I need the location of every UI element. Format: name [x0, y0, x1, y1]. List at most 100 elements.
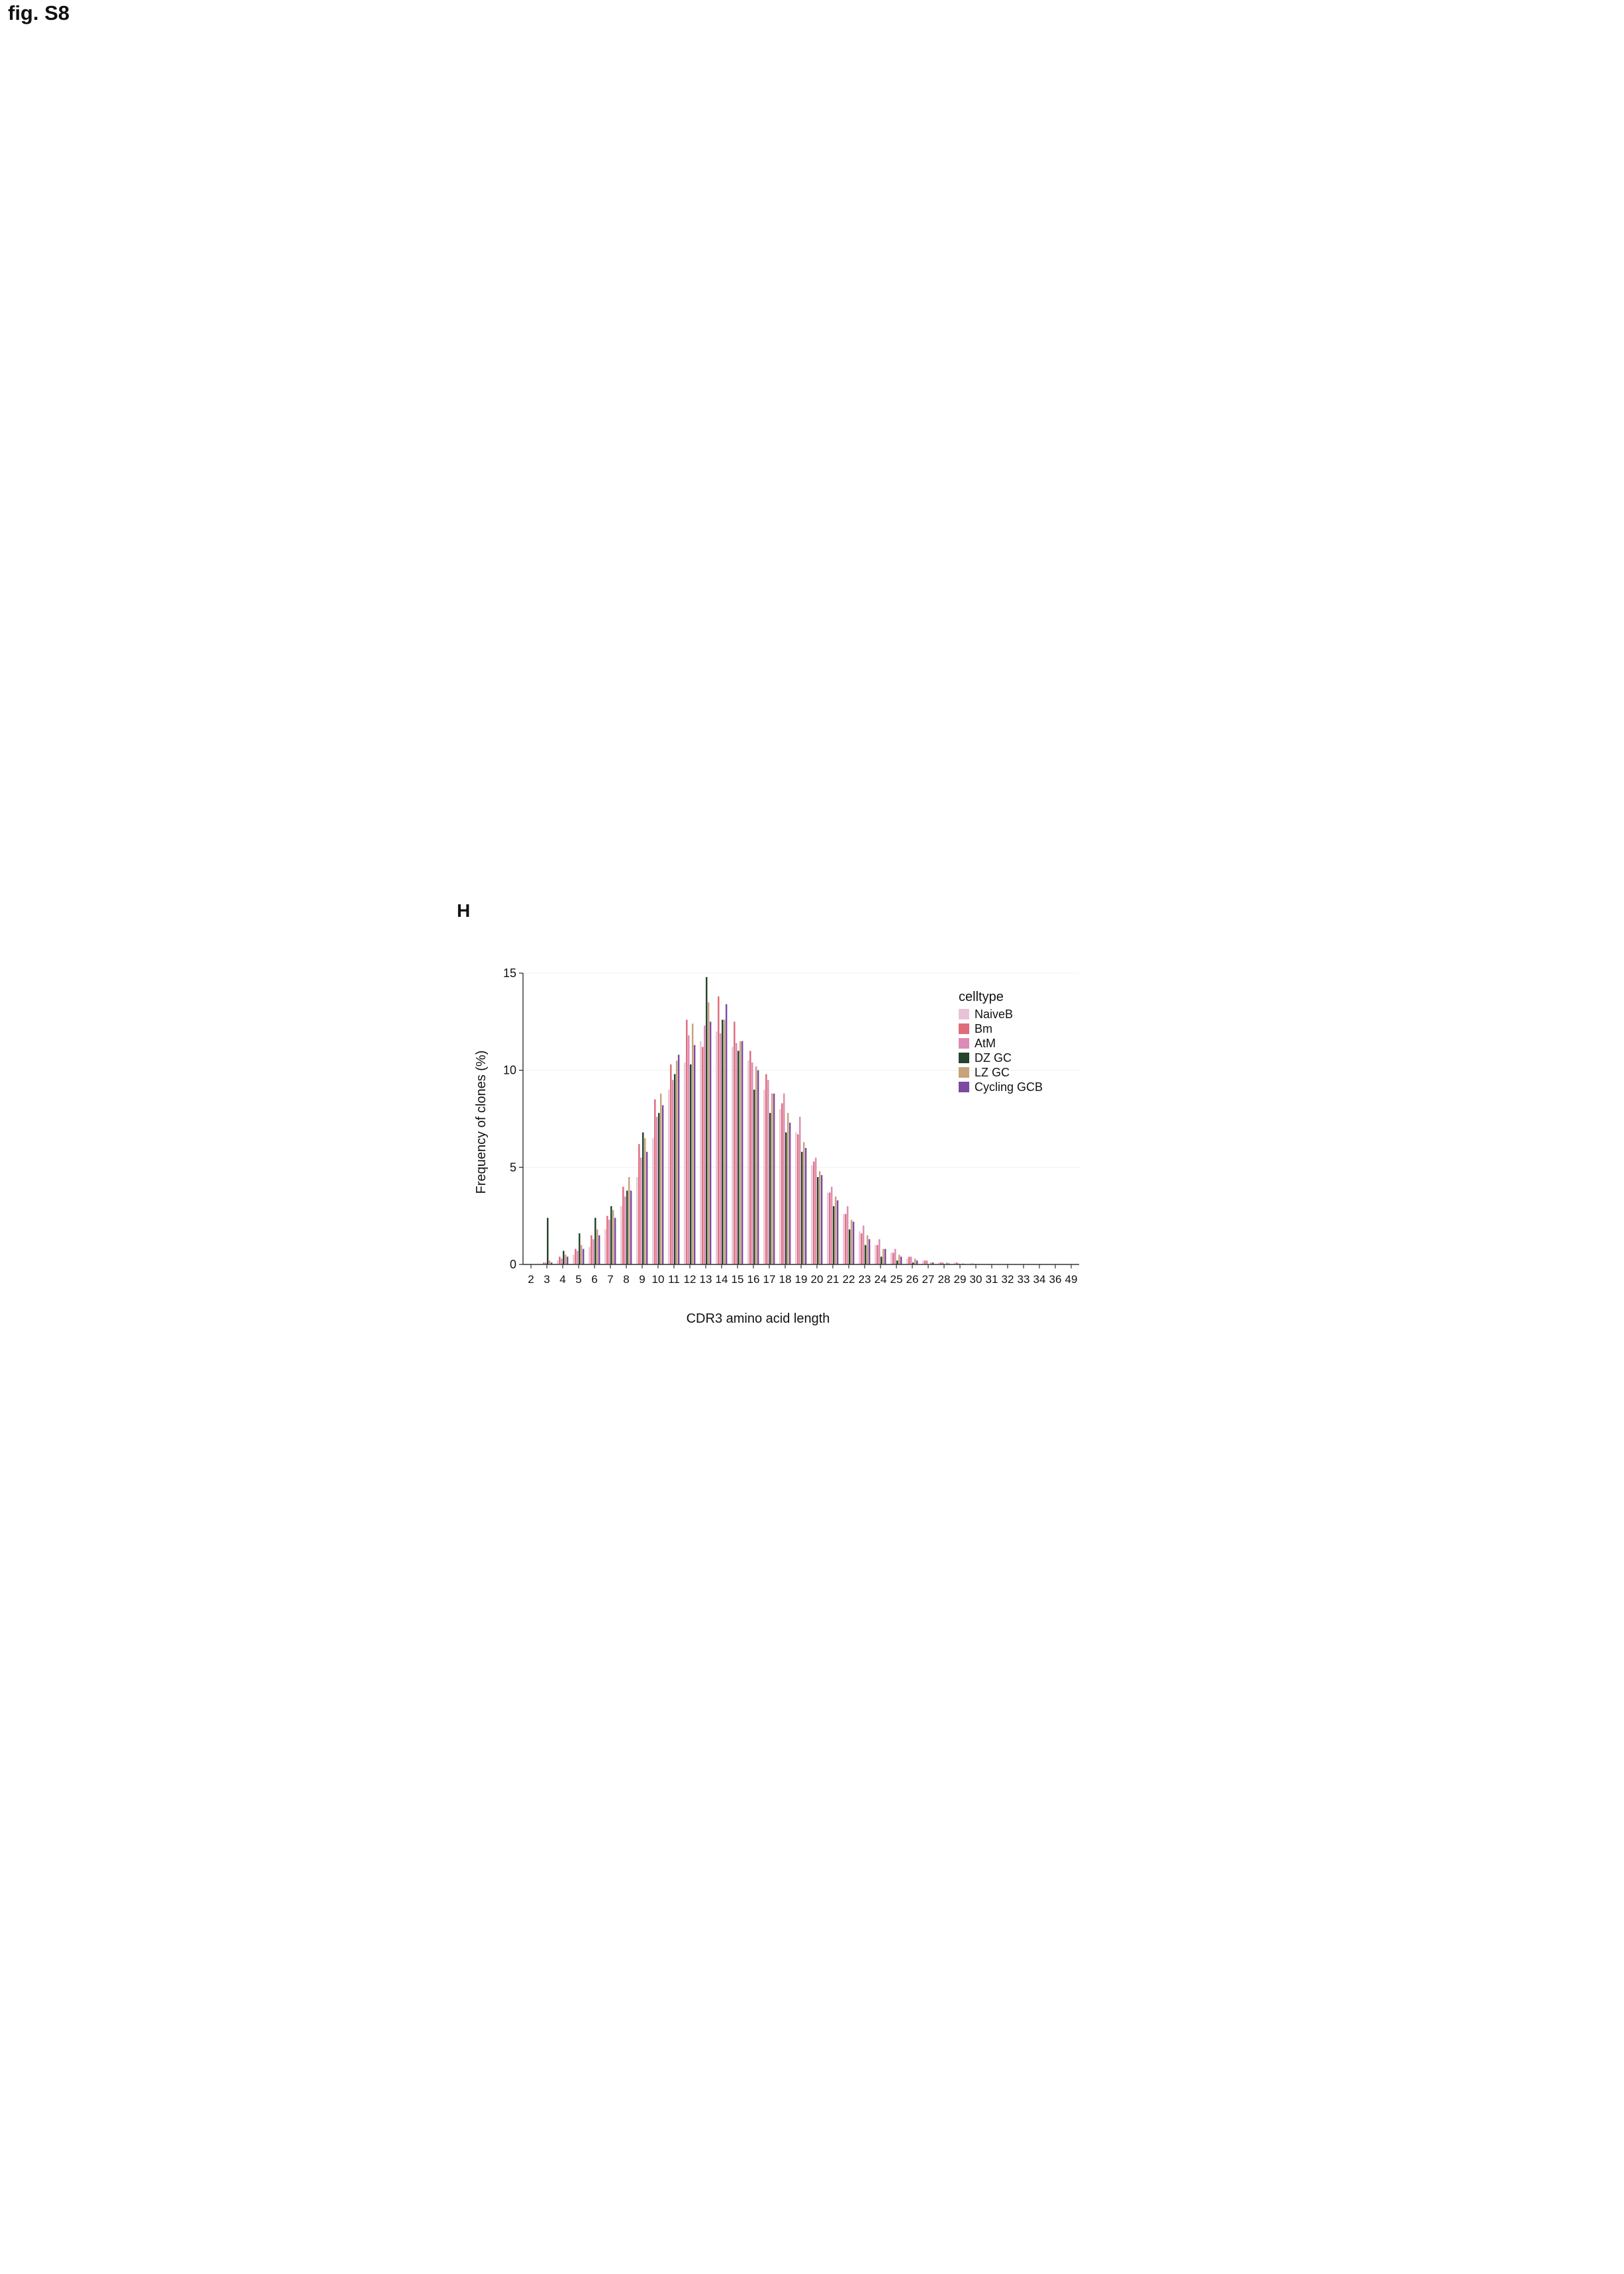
bar-dz-gc-cdr3-12	[690, 1064, 692, 1264]
bars-layer	[543, 976, 1055, 1264]
legend-swatch-naiveb	[959, 1009, 969, 1019]
bar-lz-gc-cdr3-9	[644, 1138, 646, 1264]
bar-cycling-gcb-cdr3-23	[868, 1239, 871, 1264]
bar-naiveb-cdr3-20	[811, 1165, 813, 1264]
x-tick-label: 15	[732, 1273, 744, 1286]
bar-atm-cdr3-6	[593, 1239, 595, 1264]
bar-naiveb-cdr3-11	[668, 1090, 670, 1264]
bar-cycling-gcb-cdr3-3	[550, 1262, 553, 1264]
bar-atm-cdr3-15	[736, 1043, 738, 1264]
bar-dz-gc-cdr3-15	[738, 1051, 740, 1264]
bar-lz-gc-cdr3-3	[548, 1260, 551, 1264]
legend-swatch-dz-gc	[959, 1053, 969, 1063]
panel-label: H	[457, 900, 470, 921]
bar-lz-gc-cdr3-11	[675, 1061, 678, 1264]
bar-cycling-gcb-cdr3-21	[836, 1200, 839, 1264]
bar-lz-gc-cdr3-10	[659, 1093, 662, 1264]
bar-naiveb-cdr3-17	[763, 1090, 765, 1264]
x-tick-label: 10	[652, 1273, 665, 1286]
bar-atm-cdr3-8	[624, 1196, 626, 1264]
x-tick-label: 2	[528, 1273, 534, 1286]
bar-cycling-gcb-cdr3-26	[916, 1260, 918, 1264]
bar-lz-gc-cdr3-25	[898, 1255, 900, 1264]
bar-lz-gc-cdr3-21	[834, 1196, 837, 1264]
bar-lz-gc-cdr3-22	[850, 1219, 853, 1264]
bar-naiveb-cdr3-6	[589, 1247, 591, 1264]
bar-atm-cdr3-27	[926, 1260, 928, 1264]
bar-dz-gc-cdr3-21	[833, 1206, 835, 1264]
bar-lz-gc-cdr3-16	[755, 1066, 757, 1264]
bar-atm-cdr3-24	[879, 1239, 881, 1264]
x-tick-label: 6	[591, 1273, 597, 1286]
bar-naiveb-cdr3-14	[716, 1031, 718, 1264]
bar-bm-cdr3-5	[575, 1249, 577, 1264]
bar-dz-gc-cdr3-13	[706, 976, 708, 1264]
x-tick-label: 17	[763, 1273, 776, 1286]
bar-atm-cdr3-11	[672, 1080, 674, 1264]
bar-dz-gc-cdr3-23	[865, 1245, 867, 1264]
bar-bm-cdr3-22	[845, 1213, 847, 1264]
bar-bm-cdr3-14	[718, 996, 720, 1264]
bar-cycling-gcb-cdr3-5	[582, 1249, 585, 1264]
bar-dz-gc-cdr3-17	[769, 1113, 771, 1264]
bar-bm-cdr3-25	[892, 1253, 894, 1264]
x-tick-label: 14	[716, 1273, 728, 1286]
bar-naiveb-cdr3-12	[684, 1062, 686, 1264]
bar-cycling-gcb-cdr3-13	[709, 1021, 712, 1264]
bar-naiveb-cdr3-22	[843, 1213, 845, 1264]
legend-swatch-atm	[959, 1038, 969, 1049]
bar-dz-gc-cdr3-14	[722, 1019, 724, 1264]
bar-lz-gc-cdr3-28	[945, 1262, 948, 1264]
bar-bm-cdr3-18	[781, 1103, 783, 1264]
bar-dz-gc-cdr3-25	[896, 1260, 898, 1264]
bar-bm-cdr3-27	[924, 1260, 926, 1264]
bar-cycling-gcb-cdr3-19	[804, 1148, 807, 1264]
bar-lz-gc-cdr3-23	[866, 1235, 869, 1264]
bar-dz-gc-cdr3-8	[626, 1190, 628, 1264]
x-tick-label: 8	[623, 1273, 629, 1286]
x-tick-label: 23	[859, 1273, 871, 1286]
bar-dz-gc-cdr3-10	[658, 1113, 660, 1264]
bar-atm-cdr3-22	[847, 1206, 849, 1264]
bar-atm-cdr3-17	[767, 1080, 769, 1264]
bar-atm-cdr3-7	[608, 1219, 610, 1264]
bar-bm-cdr3-12	[686, 1019, 688, 1264]
bar-dz-gc-cdr3-11	[674, 1074, 676, 1264]
x-tick-label: 19	[795, 1273, 808, 1286]
bar-naiveb-cdr3-5	[573, 1255, 575, 1264]
bar-bm-cdr3-29	[956, 1262, 958, 1264]
bar-dz-gc-cdr3-5	[579, 1233, 581, 1264]
x-tick-label: 11	[668, 1273, 680, 1286]
bar-lz-gc-cdr3-26	[914, 1258, 916, 1264]
bar-bm-cdr3-19	[797, 1134, 799, 1264]
bar-atm-cdr3-3	[545, 1262, 547, 1264]
bar-cycling-gcb-cdr3-8	[630, 1190, 632, 1264]
bar-atm-cdr3-26	[910, 1256, 912, 1264]
x-tick-label: 30	[970, 1273, 982, 1286]
x-tick-label: 20	[811, 1273, 824, 1286]
bar-dz-gc-cdr3-7	[610, 1206, 612, 1264]
bar-lz-gc-cdr3-12	[691, 1023, 694, 1264]
bar-atm-cdr3-16	[751, 1062, 753, 1264]
bar-bm-cdr3-20	[813, 1161, 815, 1264]
legend-label-naiveb: NaiveB	[975, 1008, 1013, 1021]
x-tick-label: 49	[1065, 1273, 1078, 1286]
x-tick-label: 21	[827, 1273, 839, 1286]
bar-naiveb-cdr3-23	[859, 1231, 861, 1264]
bar-bm-cdr3-8	[622, 1186, 624, 1264]
x-tick-label: 13	[700, 1273, 712, 1286]
bar-bm-cdr3-24	[877, 1245, 879, 1264]
y-tick-label: 5	[510, 1161, 516, 1174]
bar-naiveb-cdr3-10	[652, 1138, 654, 1264]
x-tick-label: 26	[906, 1273, 919, 1286]
bar-atm-cdr3-20	[815, 1157, 817, 1264]
bar-dz-gc-cdr3-18	[785, 1132, 787, 1264]
legend-label-cycling-gcb: Cycling GCB	[975, 1080, 1043, 1094]
bar-bm-cdr3-10	[654, 1099, 656, 1264]
bar-bm-cdr3-16	[749, 1051, 751, 1264]
bar-lz-gc-cdr3-8	[628, 1177, 630, 1264]
bar-cycling-gcb-cdr3-12	[693, 1045, 696, 1264]
